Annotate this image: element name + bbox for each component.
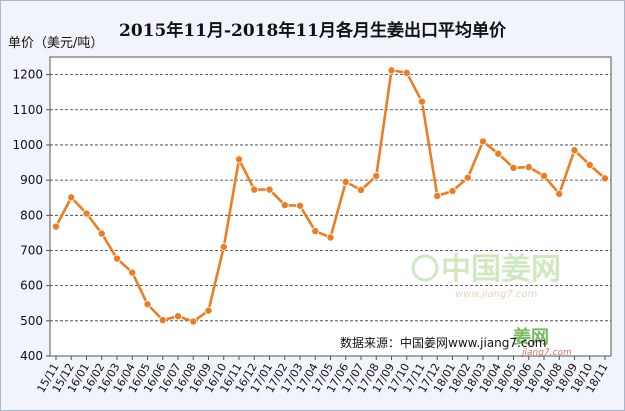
- y-tick-label: 1200: [12, 68, 43, 82]
- data-point: [387, 66, 396, 75]
- source-note: 数据来源：中国姜网www.jiang7.com: [340, 335, 546, 350]
- y-tick-label: 400: [20, 349, 43, 363]
- y-tick-label: 1100: [12, 103, 43, 117]
- data-point: [326, 233, 335, 242]
- data-point: [97, 229, 106, 238]
- data-point: [82, 209, 91, 218]
- watermark-logo2-text: 姜网: [513, 326, 549, 348]
- data-point: [143, 300, 152, 309]
- data-point: [128, 268, 137, 277]
- data-point: [478, 137, 487, 146]
- data-point: [555, 189, 564, 198]
- y-tick-label: 900: [20, 173, 43, 187]
- x-axis-ticks: 15/1115/1216/0116/0216/0316/0416/0516/06…: [34, 356, 611, 395]
- data-point: [524, 163, 533, 172]
- y-tick-label: 500: [20, 314, 43, 328]
- data-point: [265, 185, 274, 194]
- gridlines: [50, 74, 611, 322]
- data-point: [601, 174, 610, 183]
- series-points: [52, 66, 610, 326]
- data-point: [173, 312, 182, 321]
- data-point: [311, 227, 320, 236]
- data-point: [52, 222, 61, 231]
- data-point: [540, 171, 549, 180]
- data-point: [402, 68, 411, 77]
- data-point: [570, 146, 579, 155]
- data-point: [585, 160, 594, 169]
- data-point: [356, 185, 365, 194]
- data-point: [189, 317, 198, 326]
- data-point: [295, 201, 304, 210]
- data-point: [448, 187, 457, 196]
- chart-title: 2015年11月-2018年11月各月生姜出口平均单价: [119, 21, 506, 41]
- watermark-logo2-url: jiang7.com: [520, 348, 572, 358]
- data-point: [250, 185, 259, 194]
- data-point: [433, 191, 442, 200]
- data-point: [463, 173, 472, 182]
- data-point: [494, 149, 503, 158]
- watermark-logo: 中国姜网 www.jiang7.com: [411, 252, 561, 300]
- data-point: [341, 177, 350, 186]
- data-point: [509, 163, 518, 172]
- data-point: [67, 193, 76, 202]
- plot-area: [49, 56, 612, 357]
- data-point: [372, 171, 381, 180]
- data-point: [417, 97, 426, 106]
- data-point: [158, 316, 167, 325]
- data-point: [280, 201, 289, 210]
- data-point: [113, 254, 122, 263]
- data-point: [219, 242, 228, 251]
- watermark-logo-text: 中国姜网: [441, 252, 561, 287]
- watermark-logo-url: www.jiang7.com: [455, 289, 538, 300]
- y-tick-label: 1000: [12, 138, 43, 152]
- y-tick-label: 700: [20, 243, 43, 257]
- y-axis-label: 单价（美元/吨）: [8, 36, 104, 51]
- y-axis-ticks: 400 500 600 700 800 900 1000 1100 1200: [12, 68, 50, 363]
- data-point: [204, 306, 213, 315]
- watermark-logo-2: 姜网 jiang7.com: [513, 326, 572, 358]
- y-tick-label: 600: [20, 279, 43, 293]
- y-tick-label: 800: [20, 208, 43, 222]
- data-point: [234, 155, 243, 164]
